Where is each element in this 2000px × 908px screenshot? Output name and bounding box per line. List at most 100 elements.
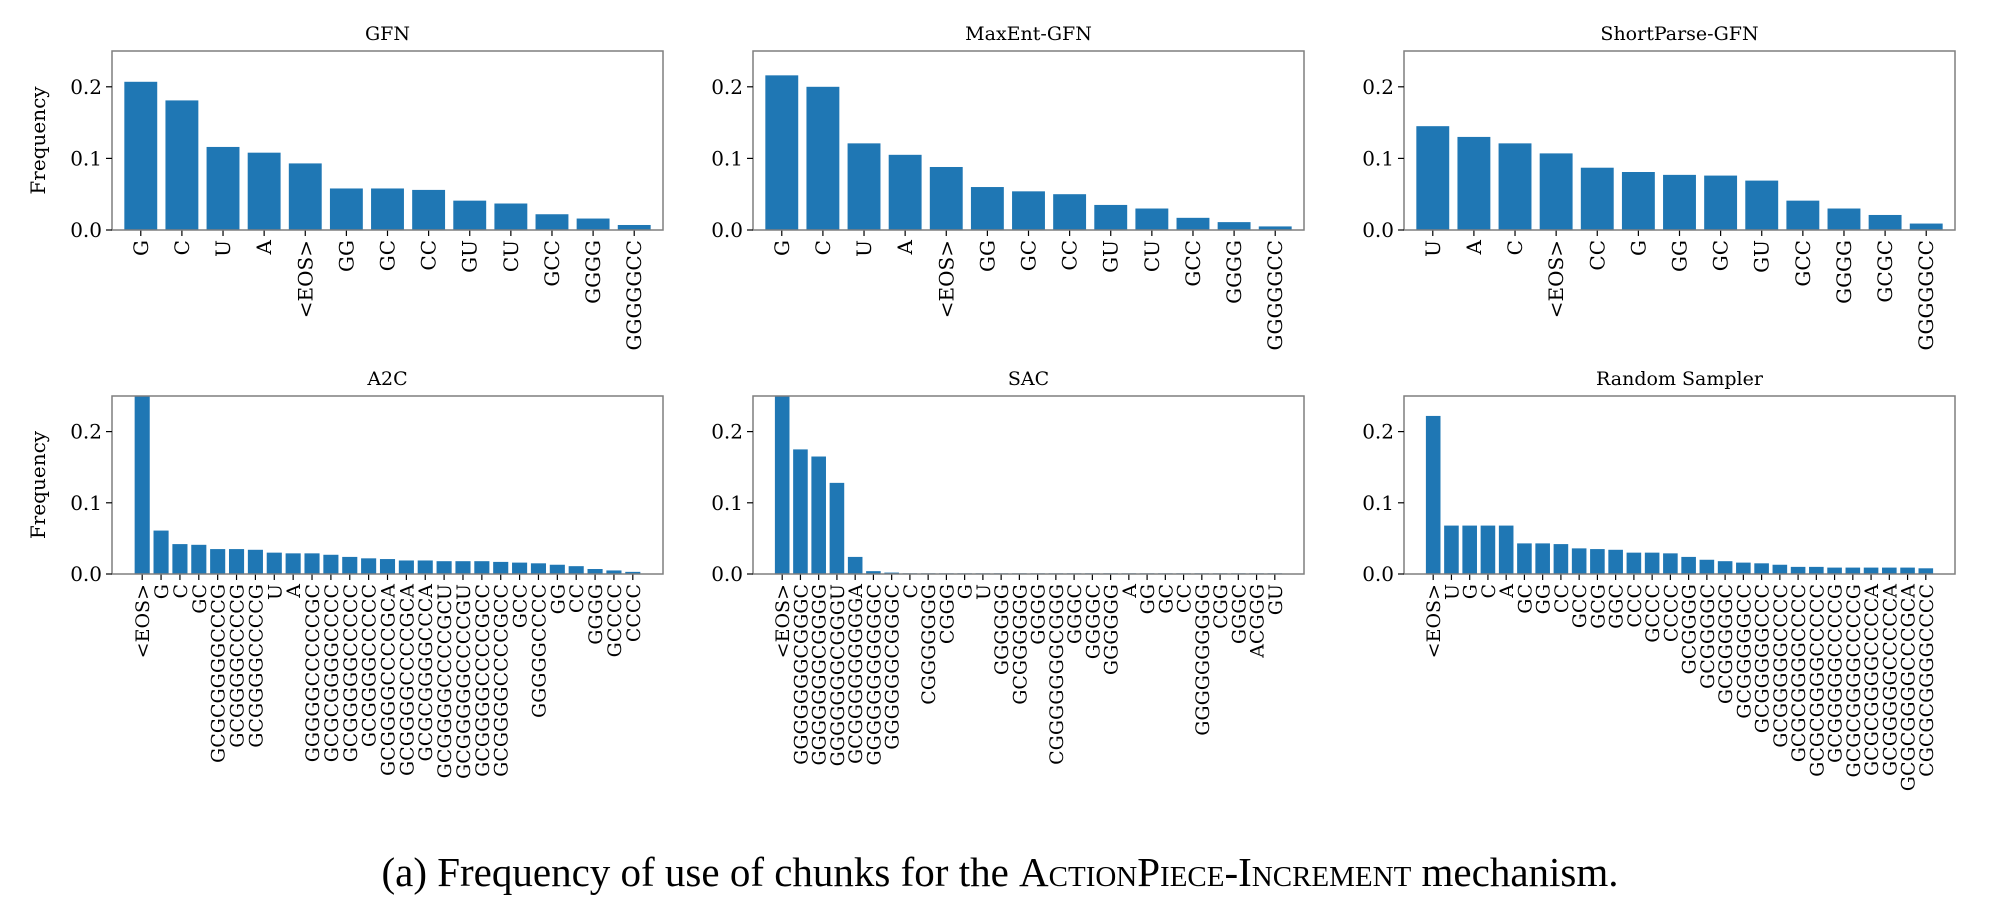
x-tick-label: GCCC	[1642, 584, 1664, 643]
subplot-title: SAC	[1008, 368, 1049, 390]
bar	[1053, 194, 1087, 230]
y-tick-label: 0.1	[1362, 491, 1394, 515]
x-tick-label: C	[1478, 584, 1500, 599]
bar	[455, 561, 471, 574]
x-tick-label: GCGGGGCCCCG	[245, 584, 267, 748]
x-tick-label: CCCC	[1660, 584, 1682, 642]
x-tick-label: GCGGGGGG	[1009, 584, 1031, 705]
bar	[1535, 543, 1550, 574]
bar	[847, 556, 863, 574]
bar	[1135, 208, 1169, 230]
bar	[512, 562, 528, 574]
bar	[1809, 566, 1824, 574]
x-tick-label: GC	[1514, 584, 1536, 614]
bar	[1621, 172, 1655, 230]
x-tick-label: GGGGGGCGGGC	[882, 584, 904, 750]
caption-suffix: mechanism.	[1411, 849, 1619, 895]
subplot-title: ShortParse-GFN	[1600, 23, 1758, 45]
axes-frame	[1403, 395, 1956, 575]
bar	[1681, 556, 1696, 574]
x-tick-label: A	[252, 239, 276, 255]
bar	[1580, 167, 1614, 230]
x-tick-label: GCGGGGGCCCCC	[340, 584, 362, 762]
x-tick-label: CC	[566, 584, 588, 613]
x-tick-label: GCGGGGCCCCGCC	[491, 584, 513, 777]
bar	[1608, 549, 1623, 574]
bar	[134, 396, 150, 574]
x-tick-label: GCGGGGGCCC	[1752, 584, 1774, 733]
bar	[412, 189, 446, 230]
caption-prefix: (a) Frequency of use of chunks for the	[381, 849, 1020, 895]
x-tick-label: GCGCGGGGCCCCG	[1843, 584, 1865, 777]
bar	[172, 544, 188, 574]
bar	[765, 75, 799, 231]
bar	[1868, 214, 1902, 230]
bar	[247, 152, 281, 230]
x-tick-label: GG	[1137, 584, 1159, 614]
bar	[398, 560, 414, 574]
bar	[1786, 200, 1820, 230]
figure-caption: (a) Frequency of use of chunks for the A…	[0, 848, 2000, 896]
x-tick-label: GGGGGGGCGGGC	[790, 584, 812, 765]
bar	[847, 143, 881, 230]
x-tick-label: U	[1441, 584, 1463, 600]
x-tick-label: <EOS>	[934, 240, 958, 318]
bar	[1717, 561, 1733, 574]
x-tick-label: <EOS>	[293, 240, 317, 318]
y-tick-label: 0.0	[1362, 562, 1394, 586]
x-tick-label: GCGGGGGCC	[1733, 584, 1755, 719]
bar	[329, 188, 363, 230]
x-tick-label: <EOS>	[132, 584, 154, 658]
y-tick-label: 0.0	[70, 562, 102, 586]
x-tick-label: GCGCGGGGCCCCC	[1806, 584, 1828, 777]
x-tick-label: GG	[975, 240, 999, 272]
x-tick-label: GG	[1533, 584, 1555, 614]
x-tick-label: GGGGGCC	[1914, 240, 1938, 351]
x-tick-label: GCGGGGGCCCCGU	[453, 584, 475, 779]
bar	[1462, 525, 1477, 574]
x-tick-label: CGCGCGGGGCCCC	[1916, 584, 1938, 777]
x-tick-label: G	[1460, 584, 1482, 599]
x-tick-label: GCGCGGGGCCCG	[208, 584, 230, 763]
bar	[379, 559, 396, 574]
bar	[1094, 204, 1128, 230]
x-tick-label: C	[811, 240, 835, 255]
x-tick-label: GU	[1265, 584, 1287, 615]
bar	[1704, 175, 1738, 230]
bar	[617, 224, 651, 230]
bar	[1863, 567, 1879, 574]
bar	[493, 561, 509, 574]
subplot-title: MaxEnt-GFN	[965, 23, 1092, 45]
x-tick-label: GGGC	[1064, 584, 1086, 644]
x-tick-label: U	[1421, 240, 1445, 257]
y-tick-label: 0.1	[70, 146, 102, 170]
bar	[1626, 552, 1642, 574]
y-tick-label: 0.0	[711, 218, 743, 242]
axes-frame	[111, 50, 664, 231]
bar	[1754, 563, 1769, 574]
x-tick-label: G	[1626, 240, 1650, 256]
bar	[453, 200, 487, 230]
bar	[568, 566, 584, 574]
x-tick-label: GCGGGG	[1679, 584, 1701, 674]
bar	[1571, 548, 1587, 574]
x-tick-label: GCC	[540, 240, 564, 287]
bar	[1736, 562, 1751, 574]
y-tick-label: 0.1	[70, 491, 102, 515]
x-tick-label: GCG	[1587, 584, 1609, 629]
bar	[1517, 543, 1532, 574]
bar	[436, 561, 452, 574]
bar	[1644, 552, 1660, 574]
bar	[288, 163, 322, 230]
bar	[625, 571, 641, 574]
bar	[535, 214, 569, 230]
x-tick-label: GGC	[1606, 584, 1628, 629]
x-tick-label: GCGGGGGGGGGA	[845, 584, 867, 764]
y-tick-label: 0.1	[711, 146, 743, 170]
subplot-shortparse-gfn: U A C <EOS> CC G GG GC GU GCC GGGG GCGC GGGGGCC0.00.…	[1362, 23, 1956, 351]
x-tick-label: GGGGGGGGGG	[1192, 584, 1214, 736]
x-tick-label: GGGG	[585, 584, 607, 645]
x-tick-label: GCGCGGGGCCCC	[321, 584, 343, 762]
y-tick-label: 0.2	[711, 420, 743, 444]
x-tick-label: GCCCC	[604, 584, 626, 657]
